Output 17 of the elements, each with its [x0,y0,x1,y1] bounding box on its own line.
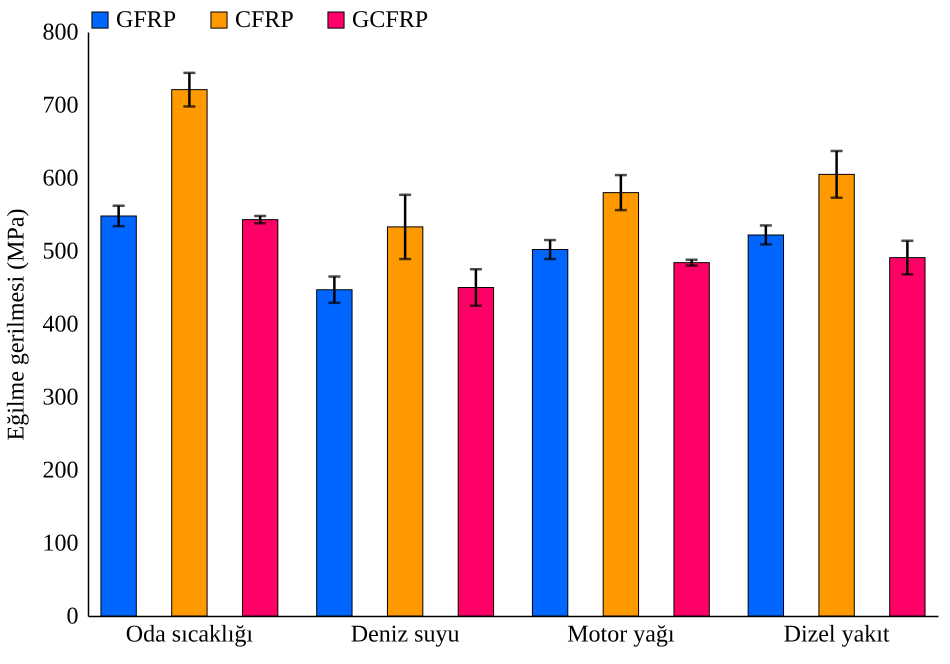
y-tick-label: 0 [66,604,78,630]
y-axis-title: Eğilme gerilmesi (MPa) [4,208,30,440]
legend-label: CFRP [235,7,294,33]
legend-label: GCFRP [352,7,428,33]
y-tick-label: 500 [42,238,78,264]
y-tick-label: 700 [42,92,78,118]
x-tick-label: Deniz suyu [350,622,460,648]
y-tick-label: 600 [42,166,78,192]
y-tick-label: 300 [42,384,78,410]
y-tick-label: 100 [42,530,78,556]
x-tick-label: Dizel yakıt [784,622,890,648]
y-tick-label: 200 [42,458,78,484]
x-tick-label: Oda sıcaklığı [126,622,254,648]
x-tick-label: Motor yağı [567,622,675,648]
legend-label: GFRP [116,7,176,33]
y-tick-label: 400 [42,312,78,338]
y-tick-label: 800 [42,20,78,46]
